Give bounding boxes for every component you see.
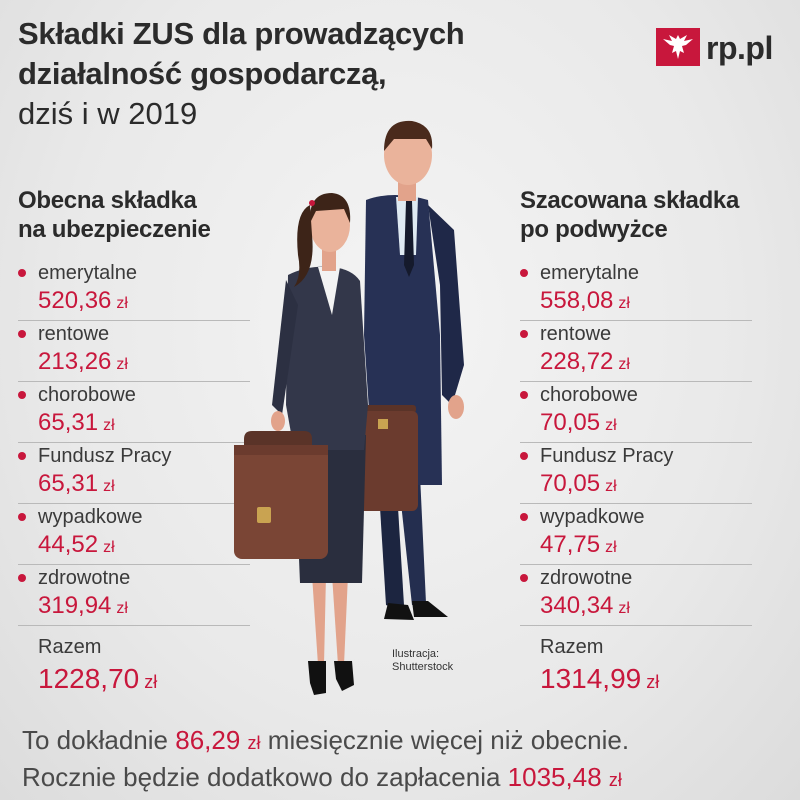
item-label: wypadkowe: [540, 506, 645, 528]
credit-line: Ilustracja:: [392, 648, 440, 660]
item-label: rentowe: [38, 323, 110, 345]
list-item: chorobowe 65,31 zł: [18, 382, 250, 443]
list-item: zdrowotne 340,34 zł: [520, 565, 752, 626]
current-contribution-heading: Obecna składka na ubezpieczenie: [18, 186, 211, 244]
item-value: 520,36 zł: [38, 287, 128, 314]
item-label: chorobowe: [38, 384, 136, 406]
business-people-illustration: [228, 105, 528, 715]
total-value: 1314,99 zł: [540, 663, 660, 694]
bullet-icon: [18, 269, 26, 277]
list-item: Fundusz Pracy 65,31 zł: [18, 443, 250, 504]
item-value: 70,05 zł: [540, 470, 617, 497]
heading-line: na ubezpieczenie: [18, 216, 211, 243]
businessman-figure: [364, 120, 464, 620]
page-title: Składki ZUS dla prowadzących działalność…: [18, 14, 578, 134]
item-value: 47,75 zł: [540, 531, 617, 558]
list-item: Fundusz Pracy 70,05 zł: [520, 443, 752, 504]
bullet-icon: [520, 513, 528, 521]
current-contribution-list: emerytalne 520,36 zł rentowe 213,26 zł cho…: [18, 260, 250, 694]
item-value: 228,72 zł: [540, 348, 630, 375]
estimated-contribution-heading: Szacowana składka po podwyżce: [520, 186, 739, 244]
title-line-3: dziś i w 2019: [18, 96, 198, 131]
summary-text: To dokładnie 86,29 zł miesięcznie więcej…: [22, 723, 792, 797]
bullet-icon: [18, 391, 26, 399]
bullet-icon: [18, 452, 26, 460]
logo-text: rp.pl: [706, 30, 773, 66]
list-item: emerytalne 558,08 zł: [520, 260, 752, 321]
title-line-2: działalność gospodarczą,: [18, 56, 387, 91]
yearly-difference: 1035,48: [507, 762, 602, 792]
credit-line: Shutterstock: [392, 661, 454, 673]
summary-line-1: To dokładnie 86,29 zł miesięcznie więcej…: [22, 725, 630, 755]
rp-logo: rp.pl: [656, 28, 786, 68]
item-label: rentowe: [540, 323, 612, 345]
bullet-icon: [520, 452, 528, 460]
total-label: Razem: [38, 636, 102, 658]
list-item: chorobowe 70,05 zł: [520, 382, 752, 443]
total-label: Razem: [540, 636, 604, 658]
monthly-difference: 86,29: [175, 725, 241, 755]
item-label: Fundusz Pracy: [540, 445, 674, 467]
list-item: emerytalne 520,36 zł: [18, 260, 250, 321]
item-value: 44,52 zł: [38, 531, 115, 558]
item-label: zdrowotne: [38, 567, 131, 589]
item-label: chorobowe: [540, 384, 638, 406]
bullet-icon: [520, 269, 528, 277]
item-value: 319,94 zł: [38, 592, 128, 619]
item-value: 213,26 zł: [38, 348, 128, 375]
bullet-icon: [520, 574, 528, 582]
bullet-icon: [520, 330, 528, 338]
item-label: Fundusz Pracy: [38, 445, 172, 467]
item-value: 65,31 zł: [38, 409, 115, 436]
title-line-1: Składki ZUS dla prowadzących: [18, 16, 465, 51]
bullet-icon: [18, 330, 26, 338]
briefcase-front: [234, 431, 328, 559]
bullet-icon: [18, 513, 26, 521]
heading-line: po podwyżce: [520, 216, 668, 243]
item-label: zdrowotne: [540, 567, 633, 589]
summary-line-2: Rocznie będzie dodatkowo do zapłacenia 1…: [22, 762, 622, 792]
item-value: 65,31 zł: [38, 470, 115, 497]
list-item: wypadkowe 47,75 zł: [520, 504, 752, 565]
item-label: emerytalne: [38, 262, 137, 284]
eagle-icon: [656, 28, 700, 66]
bullet-icon: [520, 391, 528, 399]
heading-line: Obecna składka: [18, 187, 197, 214]
estimated-contribution-list: emerytalne 558,08 zł rentowe 228,72 zł cho…: [520, 260, 752, 694]
bullet-icon: [18, 574, 26, 582]
item-label: wypadkowe: [38, 506, 143, 528]
total-row: Razem 1314,99 zł: [520, 626, 752, 694]
list-item: rentowe 213,26 zł: [18, 321, 250, 382]
heading-line: Szacowana składka: [520, 187, 740, 214]
list-item: wypadkowe 44,52 zł: [18, 504, 250, 565]
item-value: 340,34 zł: [540, 592, 630, 619]
item-label: emerytalne: [540, 262, 639, 284]
total-row: Razem 1228,70 zł: [18, 626, 250, 694]
item-value: 558,08 zł: [540, 287, 630, 314]
list-item: zdrowotne 319,94 zł: [18, 565, 250, 626]
list-item: rentowe 228,72 zł: [520, 321, 752, 382]
item-value: 70,05 zł: [540, 409, 617, 436]
total-value: 1228,70 zł: [38, 663, 158, 694]
illustration-credit: Ilustracja: Shutterstock: [392, 648, 453, 674]
